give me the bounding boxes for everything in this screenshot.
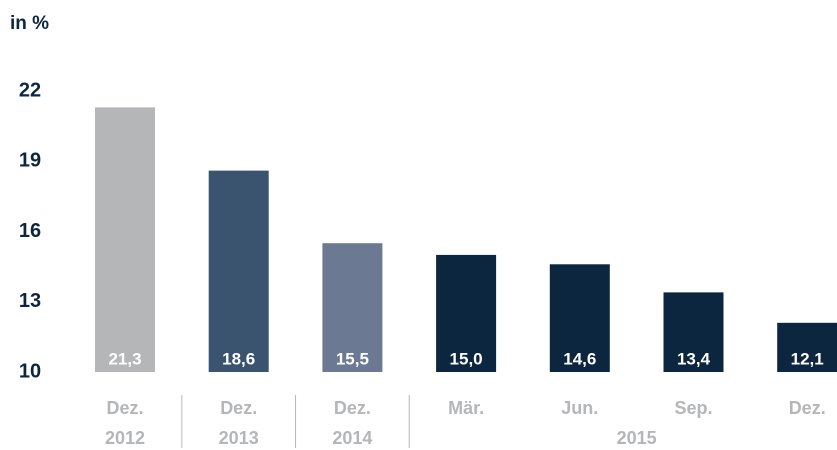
bar xyxy=(322,243,383,372)
y-axis-label: in % xyxy=(10,13,49,34)
data-label: 21,3 xyxy=(108,349,141,368)
y-tick-label: 10 xyxy=(19,360,41,382)
y-tick-label: 13 xyxy=(19,290,41,312)
data-label: 12,1 xyxy=(791,349,824,368)
x-tick-label: Dez. xyxy=(789,398,826,418)
bar xyxy=(777,322,837,372)
bar xyxy=(436,254,497,372)
x-group-label: 2012 xyxy=(105,428,145,448)
x-tick-label: Dez. xyxy=(106,398,143,418)
x-group-label: 2015 xyxy=(617,428,657,448)
bar xyxy=(95,107,155,373)
data-label: 18,6 xyxy=(222,349,255,368)
x-tick-label: Dez. xyxy=(334,398,371,418)
x-tick-label: Sep. xyxy=(674,398,712,418)
data-label: 15,0 xyxy=(450,349,483,368)
x-group-label: 2014 xyxy=(332,428,372,448)
x-group-label: 2013 xyxy=(219,428,259,448)
data-label: 15,5 xyxy=(336,349,369,368)
x-tick-label: Dez. xyxy=(220,398,257,418)
x-tick-label: Mär. xyxy=(448,398,484,418)
bar xyxy=(549,264,610,372)
y-tick-label: 16 xyxy=(19,220,41,242)
x-tick-label: Jun. xyxy=(561,398,598,418)
y-tick-label: 19 xyxy=(19,150,41,172)
data-label: 14,6 xyxy=(563,349,596,368)
y-tick-label: 22 xyxy=(19,79,41,101)
bar xyxy=(663,292,724,372)
bar xyxy=(208,170,269,372)
data-label: 13,4 xyxy=(677,349,711,368)
